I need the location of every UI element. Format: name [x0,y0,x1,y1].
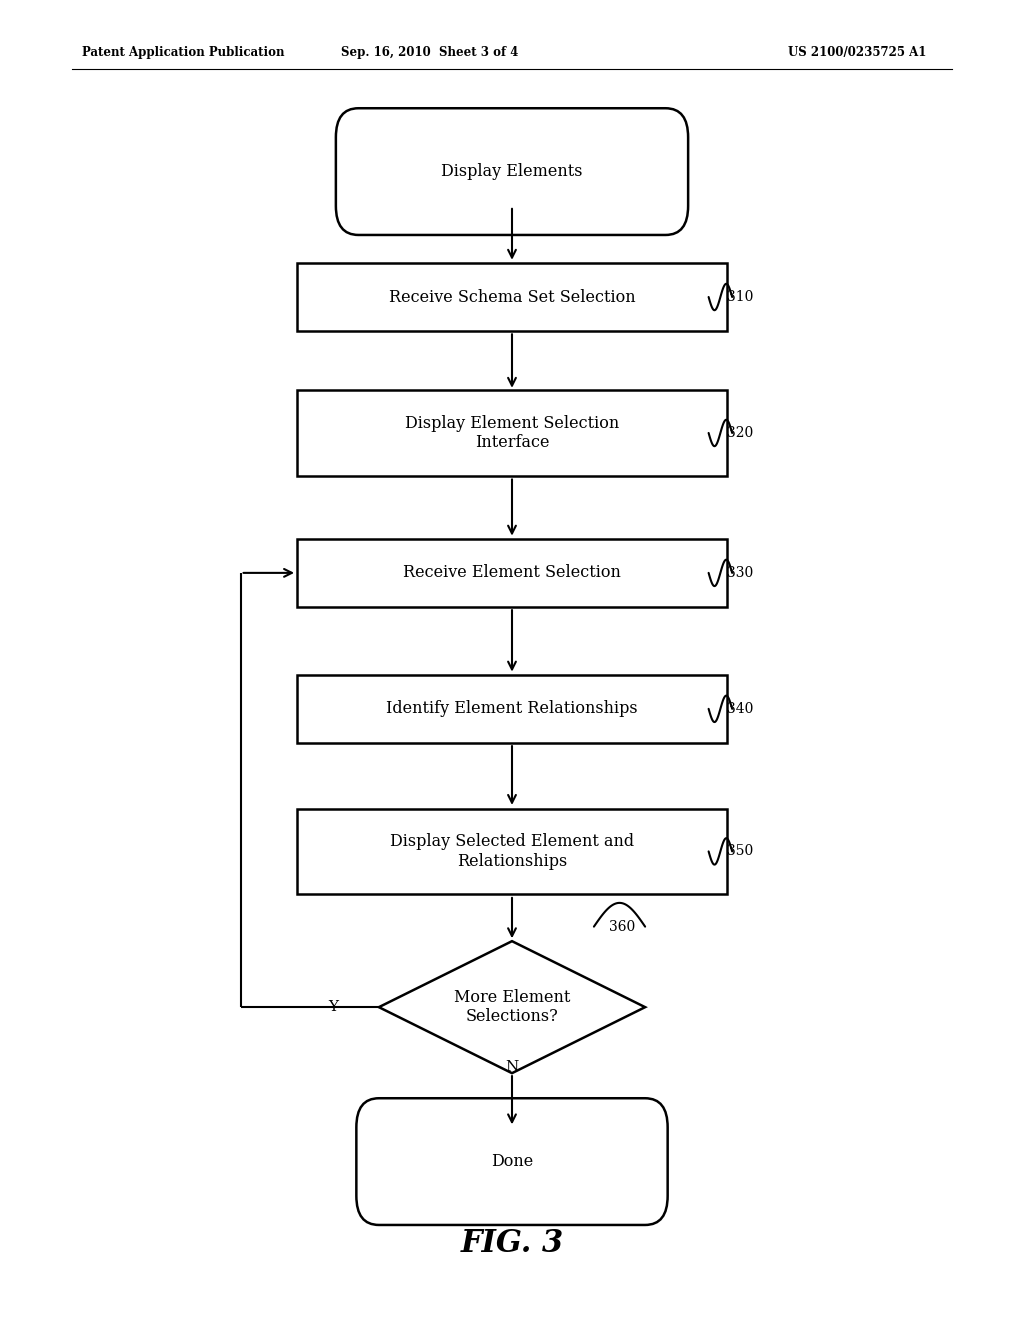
Text: Display Elements: Display Elements [441,164,583,180]
Text: Display Element Selection
Interface: Display Element Selection Interface [404,414,620,451]
Text: Receive Element Selection: Receive Element Selection [403,565,621,581]
Text: 340: 340 [727,702,754,715]
Text: FIG. 3: FIG. 3 [461,1228,563,1259]
Text: More Element
Selections?: More Element Selections? [454,989,570,1026]
Text: 360: 360 [609,920,636,933]
Text: Done: Done [490,1154,534,1170]
Text: 310: 310 [727,290,754,304]
Text: N: N [506,1060,518,1073]
Bar [297,263,727,331]
Bar [297,389,727,475]
Text: Display Selected Element and
Relationships: Display Selected Element and Relationshi… [390,833,634,870]
Bar [297,539,727,607]
Text: Sep. 16, 2010  Sheet 3 of 4: Sep. 16, 2010 Sheet 3 of 4 [341,46,519,59]
Text: Patent Application Publication: Patent Application Publication [82,46,285,59]
FancyBboxPatch shape [336,108,688,235]
Text: 350: 350 [727,845,754,858]
Polygon shape [379,941,645,1073]
FancyBboxPatch shape [356,1098,668,1225]
Bar [297,675,727,743]
Text: 320: 320 [727,426,754,440]
Text: Y: Y [328,1001,338,1014]
Text: US 2100/0235725 A1: US 2100/0235725 A1 [788,46,927,59]
Text: 330: 330 [727,566,754,579]
Text: Identify Element Relationships: Identify Element Relationships [386,701,638,717]
Bar [297,808,727,895]
Text: Receive Schema Set Selection: Receive Schema Set Selection [389,289,635,305]
